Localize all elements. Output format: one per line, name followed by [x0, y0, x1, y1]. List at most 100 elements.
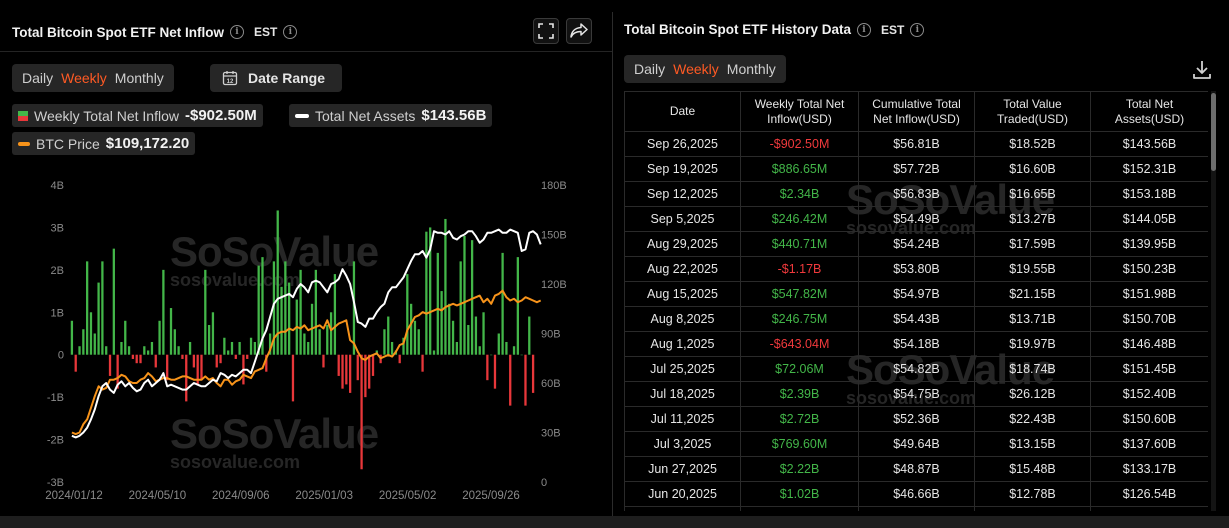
- table-row[interactable]: Jun 27,2025 $2.22B $48.87B $15.48B $133.17B: [624, 456, 1208, 482]
- timezone-info-icon[interactable]: i: [910, 22, 925, 37]
- period-weekly-tab[interactable]: Weekly: [673, 61, 719, 77]
- table-row[interactable]: Jul 25,2025 $72.06M $54.82B $18.74B $151.45B: [624, 356, 1208, 382]
- inflow-bar: [440, 291, 443, 355]
- table-row[interactable]: Jun 20,2025 $1.02B $46.66B $12.78B $126.54B: [624, 481, 1208, 507]
- table-row[interactable]: Aug 29,2025 $440.71M $54.24B $17.59B $139.95…: [624, 231, 1208, 257]
- period-weekly-tab[interactable]: Weekly: [61, 70, 107, 86]
- inflow-bar: [200, 354, 203, 381]
- legend-net-assets[interactable]: Total Net Assets $143.56B: [289, 104, 493, 127]
- left-axis-tick-label: -1B: [47, 392, 64, 404]
- legend-net-inflow-value: -$902.50M: [185, 107, 257, 124]
- left-axis-tick-label: 2B: [51, 265, 64, 277]
- inflow-bar: [318, 329, 321, 355]
- table-row[interactable]: Jun 13,2025$1.39B$45.64B$14.01B$124.62B: [624, 506, 1208, 511]
- panel-divider: [612, 12, 613, 516]
- inflow-bar: [284, 261, 287, 355]
- table-scrollbar[interactable]: [1211, 91, 1216, 511]
- cell-traded: $13.71B: [974, 306, 1091, 332]
- inflow-bar: [154, 354, 157, 368]
- download-icon[interactable]: [1190, 58, 1214, 82]
- inflow-bar: [490, 354, 493, 356]
- period-daily-tab[interactable]: Daily: [634, 61, 666, 77]
- cell-cumulative: $54.24B: [858, 231, 975, 257]
- table-row[interactable]: Sep 26,2025 -$902.50M $56.81B $18.52B $143.5…: [624, 131, 1208, 157]
- legend-net-assets-label: Total Net Assets: [315, 107, 416, 124]
- inflow-bar: [124, 320, 127, 355]
- inflow-bar: [261, 257, 264, 355]
- cell-weekly: $2.34B: [740, 181, 859, 207]
- inflow-bar: [371, 354, 375, 376]
- table-row[interactable]: Sep 12,2025 $2.34B $56.83B $16.65B $153.18B: [624, 181, 1208, 207]
- inflow-bar: [474, 316, 478, 355]
- cell-weekly: $2.72B: [740, 406, 859, 432]
- inflow-bar: [108, 354, 112, 376]
- assets-swatch-icon: [295, 113, 309, 118]
- history-table-container[interactable]: Date Weekly Total Net Inflow(USD) Cumula…: [624, 91, 1208, 511]
- table-row[interactable]: Sep 19,2025 $886.65M $57.72B $16.60B $152.31…: [624, 156, 1208, 182]
- table-row[interactable]: Sep 5,2025 $246.42M $54.49B $13.27B $144.05B: [624, 206, 1208, 232]
- info-icon[interactable]: i: [229, 25, 244, 39]
- right-axis-tick-label: 30B: [541, 428, 561, 440]
- timezone-info-icon[interactable]: i: [283, 25, 298, 39]
- table-row[interactable]: Jul 18,2025 $2.39B $54.75B $26.12B $152.40B: [624, 381, 1208, 407]
- period-daily-tab[interactable]: Daily: [22, 70, 54, 86]
- history-table: Date Weekly Total Net Inflow(USD) Cumula…: [624, 91, 1208, 511]
- inflow-bar: [238, 341, 241, 355]
- left-panel-title: Total Bitcoin Spot ETF Net Inflow: [12, 24, 224, 40]
- right-axis-tick-label: 90B: [541, 329, 561, 341]
- cell-date: Aug 22,2025: [624, 256, 741, 282]
- cell-date: Jun 20,2025: [624, 481, 741, 507]
- table-row[interactable]: Aug 22,2025 -$1.17B $53.80B $19.55B $150.23B: [624, 256, 1208, 282]
- inflow-bar: [291, 354, 295, 402]
- inflow-bar: [409, 303, 413, 355]
- inflow-bar: [288, 282, 291, 355]
- inflow-bar: [364, 354, 367, 398]
- info-icon[interactable]: i: [857, 22, 872, 37]
- date-range-button[interactable]: 12 Date Range: [210, 64, 342, 92]
- cell-cumulative: $48.87B: [858, 456, 975, 482]
- inflow-bar: [345, 354, 348, 385]
- inflow-bar: [166, 354, 169, 381]
- col-header-weekly-inflow[interactable]: Weekly Total Net Inflow(USD): [740, 91, 859, 132]
- inflow-bar: [169, 308, 173, 355]
- inflow-bar: [280, 286, 283, 355]
- inflow-bar: [257, 265, 260, 355]
- inflow-bar: [467, 325, 470, 355]
- table-row[interactable]: Aug 8,2025 $246.75M $54.43B $13.71B $150.70B: [624, 306, 1208, 332]
- fullscreen-button[interactable]: [533, 18, 559, 44]
- inflow-bar: [429, 227, 432, 355]
- table-row[interactable]: Jul 11,2025 $2.72B $52.36B $22.43B $150.60B: [624, 406, 1208, 432]
- x-axis-tick-label: 2024/01/12: [45, 490, 103, 502]
- cell-date: Jul 3,2025: [624, 431, 741, 457]
- col-header-cumulative-inflow[interactable]: Cumulative Total Net Inflow(USD): [858, 91, 975, 132]
- period-monthly-tab[interactable]: Monthly: [114, 70, 164, 86]
- table-body: Sep 26,2025 -$902.50M $56.81B $18.52B $143.5…: [624, 131, 1208, 511]
- cell-weekly: $246.42M: [740, 206, 859, 232]
- inflow-bar: [516, 257, 519, 355]
- cell-assets: $137.60B: [1090, 431, 1208, 457]
- table-row[interactable]: Jul 3,2025 $769.60M $49.64B $13.15B $137.60B: [624, 431, 1208, 457]
- col-header-net-assets[interactable]: Total Net Assets(USD): [1090, 91, 1208, 132]
- period-monthly-tab[interactable]: Monthly: [726, 61, 776, 77]
- col-header-date[interactable]: Date: [624, 91, 741, 132]
- inflow-bar: [135, 354, 138, 364]
- scrollbar-thumb[interactable]: [1211, 93, 1216, 171]
- inflow-bar: [524, 354, 527, 406]
- inflow-bar: [402, 337, 405, 355]
- inflow-bar: [356, 354, 359, 381]
- legend-net-inflow[interactable]: Weekly Total Net Inflow -$902.50M: [12, 104, 263, 127]
- timezone-label: EST: [253, 25, 278, 39]
- cell-traded: $12.78B: [974, 481, 1091, 507]
- col-header-value-traded[interactable]: Total Value Traded(USD): [974, 91, 1091, 132]
- legend-btc-price[interactable]: BTC Price $109,172.20: [12, 132, 196, 155]
- table-row[interactable]: Aug 15,2025 $547.82M $54.97B $21.15B $151.98…: [624, 281, 1208, 307]
- cell-traded: $13.15B: [974, 431, 1091, 457]
- inflow-bar: [432, 350, 436, 355]
- inflow-bar: [531, 354, 535, 393]
- cell-weekly: -$902.50M: [740, 131, 859, 157]
- share-button[interactable]: [566, 18, 592, 44]
- net-inflow-chart[interactable]: 4B 3B 2B 1B 0 -1B -2B -3B 180B 150B 120B 90B 60B 30B 0…: [0, 170, 600, 510]
- inflow-bar: [390, 341, 394, 355]
- table-row[interactable]: Aug 1,2025 -$643.04M $54.18B $19.97B $146.48…: [624, 331, 1208, 357]
- cell-assets: $151.45B: [1090, 356, 1208, 382]
